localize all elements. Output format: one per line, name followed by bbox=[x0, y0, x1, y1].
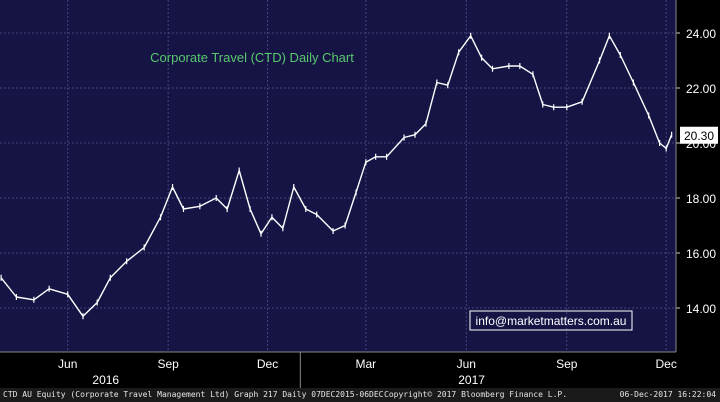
x-tick-label: Sep bbox=[556, 357, 578, 371]
x-tick-label: Dec bbox=[257, 357, 278, 371]
chart-title: Corporate Travel (CTD) Daily Chart bbox=[150, 50, 354, 65]
last-price-box bbox=[680, 126, 718, 144]
footer-bar: CTD AU Equity (Corporate Travel Manageme… bbox=[0, 388, 720, 402]
y-tick-label: 14.00 bbox=[686, 302, 716, 316]
y-tick-label: 16.00 bbox=[686, 247, 716, 261]
x-tick-label: Jun bbox=[457, 357, 476, 371]
x-year-label: 2016 bbox=[92, 373, 119, 387]
y-tick-label: 24.00 bbox=[686, 27, 716, 41]
price-series-line bbox=[0, 35, 673, 317]
y-axis-panel bbox=[676, 0, 720, 388]
watermark-box bbox=[469, 310, 633, 331]
x-axis-panel bbox=[0, 352, 720, 388]
x-tick-label: Dec bbox=[655, 357, 676, 371]
x-tick-label: Mar bbox=[356, 357, 377, 371]
footer-timestamp: 06-Dec-2017 16:22:04 bbox=[619, 390, 716, 399]
last-price-label: 20.30 bbox=[684, 129, 714, 143]
x-tick-label: Jun bbox=[58, 357, 77, 371]
footer-security-info: CTD AU Equity (Corporate Travel Manageme… bbox=[3, 390, 384, 399]
plot-area bbox=[0, 0, 676, 352]
y-tick-label: 18.00 bbox=[686, 192, 716, 206]
x-year-label: 2017 bbox=[458, 373, 485, 387]
footer-copyright: Copyright© 2017 Bloomberg Finance L.P. bbox=[384, 390, 568, 399]
watermark-email: info@marketmatters.com.au bbox=[476, 314, 627, 328]
x-tick-label: Sep bbox=[158, 357, 180, 371]
y-tick-label: 22.00 bbox=[686, 82, 716, 96]
